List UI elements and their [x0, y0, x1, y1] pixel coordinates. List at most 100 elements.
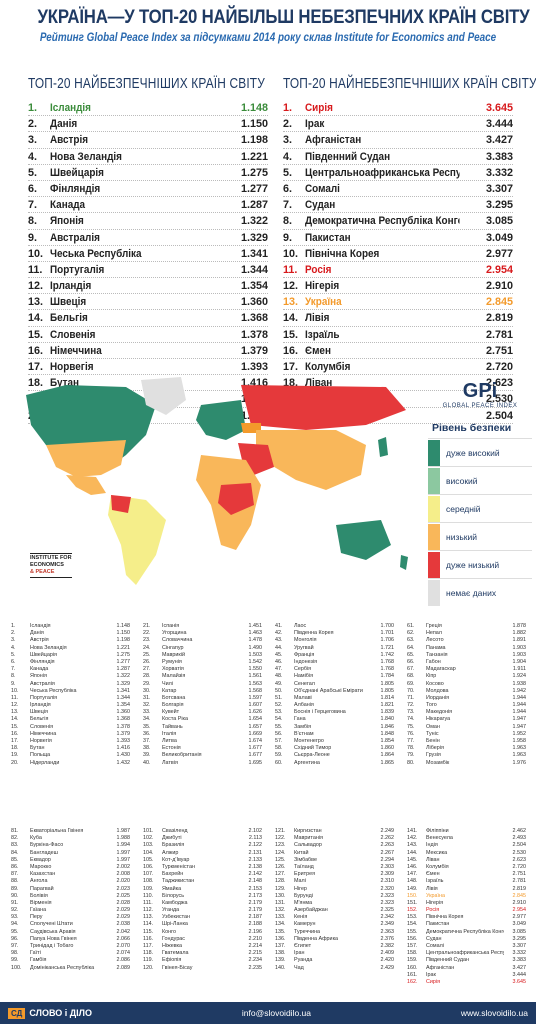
list-item: 66. Габон 1.904: [407, 658, 526, 666]
score: 1.379: [240, 344, 268, 357]
country: Сербія: [294, 666, 312, 673]
rank: 22.: [143, 630, 151, 637]
legend-label: дуже низький: [446, 559, 500, 570]
country: Австрія: [50, 134, 89, 147]
footer-email[interactable]: info@slovoidilo.ua: [241, 1008, 311, 1018]
list-item: 46. Індонезія 1.768: [275, 659, 394, 666]
country: Бенін: [426, 738, 440, 744]
country: Південний Судан: [426, 957, 470, 964]
score: 1.942: [512, 687, 527, 694]
rank: 111.: [143, 899, 153, 906]
rank: 14.: [28, 312, 44, 325]
list-item: 36. Італія 1.669: [143, 731, 262, 738]
rank: 104.: [143, 849, 154, 856]
table-row: 17. Норвегія 1.393: [28, 359, 268, 376]
rank: 35.: [143, 723, 151, 730]
map-south-america: [108, 495, 166, 585]
score: 2.023: [116, 885, 131, 892]
rank: 32.: [143, 702, 151, 709]
country: Тайвань: [162, 723, 183, 730]
rank: 59.: [275, 752, 283, 759]
country: Словенія: [30, 723, 53, 730]
list-item: 112. Уганда 2.179: [143, 907, 263, 914]
country: Косово: [426, 680, 444, 687]
list-item: 80. Мозамбік 1.976: [407, 759, 527, 767]
rank: 41.: [275, 623, 283, 629]
table-row: 6. Фінляндія 1.277: [28, 181, 268, 198]
map-japan: [378, 437, 388, 457]
list-item: 122. Мавританія 2.262: [275, 835, 394, 842]
rank: 10.: [28, 247, 44, 260]
country: Руанда: [294, 957, 313, 964]
table-row: 11. Португалія 1.344: [28, 262, 268, 279]
rank: 80.: [407, 759, 415, 766]
country: Центральноафриканська Республіка: [426, 950, 504, 957]
country: Габон: [426, 658, 441, 665]
country: Ліберія: [426, 745, 444, 752]
score: 2.179: [248, 907, 263, 914]
rank: 158.: [407, 950, 418, 957]
score: 1.706: [380, 637, 395, 644]
list-item: 32. Болгарія 1.607: [143, 702, 262, 709]
rank: 138.: [275, 950, 286, 957]
table-row: 8. Демократична Республіка Конго 3.085: [283, 213, 513, 230]
rank: 79.: [407, 752, 415, 759]
rank: 62.: [407, 630, 415, 637]
country: Ісландія: [50, 102, 91, 114]
score: 1.938: [512, 680, 527, 687]
country: Судан: [305, 199, 336, 212]
footer-site[interactable]: www.slovoidilo.ua: [460, 1008, 528, 1018]
list-item: 17. Норвегія 1.393: [11, 738, 130, 745]
rank: 2.: [28, 118, 38, 131]
list-item: 59. Сьєрра-Леоне 1.864: [275, 752, 394, 759]
rank: 47.: [275, 666, 283, 673]
country: Швеція: [50, 296, 87, 309]
table-row: 13. Україна 2.845: [283, 294, 513, 311]
list-item: 148. Ізраїль 2.781: [407, 878, 526, 885]
score: 1.478: [248, 637, 263, 644]
table-row: 4. Південний Судан 3.383: [283, 149, 513, 165]
score: 2.210: [248, 935, 263, 942]
country: Північна Корея: [426, 914, 464, 921]
dangerous-title: ТОП-20 НАЙНЕБЕЗПЕЧНІШИХ КРАЇН СВІТУ: [283, 76, 536, 92]
country: Лесото: [426, 637, 444, 644]
score: 1.976: [512, 759, 527, 766]
score: 2.179: [248, 899, 263, 906]
rank: 70.: [407, 687, 415, 694]
score: 1.840: [380, 716, 395, 723]
score: 1.561: [248, 673, 263, 680]
score: 1.860: [380, 745, 395, 752]
score: 2.294: [380, 856, 395, 863]
country: Непал: [426, 630, 442, 637]
country: Фінляндія: [30, 658, 55, 665]
rank: 89.: [11, 885, 19, 892]
rank: 112.: [143, 907, 154, 914]
rank: 11.: [283, 263, 298, 276]
rank: 116.: [143, 935, 154, 942]
country: Китай: [294, 849, 309, 856]
score: 1.341: [240, 247, 268, 260]
map-new-zealand: [400, 555, 408, 570]
list-item: 14. Бельгія 1.368: [11, 716, 130, 723]
score: 2.196: [248, 928, 263, 935]
country: Конго: [162, 928, 176, 935]
footer-logo-mark: СД: [8, 1007, 26, 1019]
score: 1.198: [240, 134, 268, 147]
country: Намібія: [294, 673, 313, 680]
list-item: 154. Пакистан 3.049: [407, 921, 526, 928]
full-list-part-2: 81. Екваторіальна Гвінея 1.987 82. Куба 1.988…: [4, 828, 532, 986]
country: Вірменія: [30, 899, 52, 906]
iep-line-3: & PEACE: [30, 569, 55, 575]
list-item: 115. Конго 2.196: [143, 928, 263, 936]
rank: 38.: [143, 745, 151, 752]
list-item: 152. Росія 2.954: [407, 907, 526, 914]
rank: 55.: [275, 723, 283, 730]
country: Еквадор: [30, 856, 51, 863]
rank: 156.: [407, 935, 418, 942]
rank: 90.: [11, 892, 19, 899]
rank: 99.: [11, 957, 19, 964]
country: Лаос: [294, 623, 307, 629]
rank: 8.: [11, 673, 16, 680]
score: 1.846: [380, 723, 395, 730]
rank: 101.: [143, 828, 154, 834]
